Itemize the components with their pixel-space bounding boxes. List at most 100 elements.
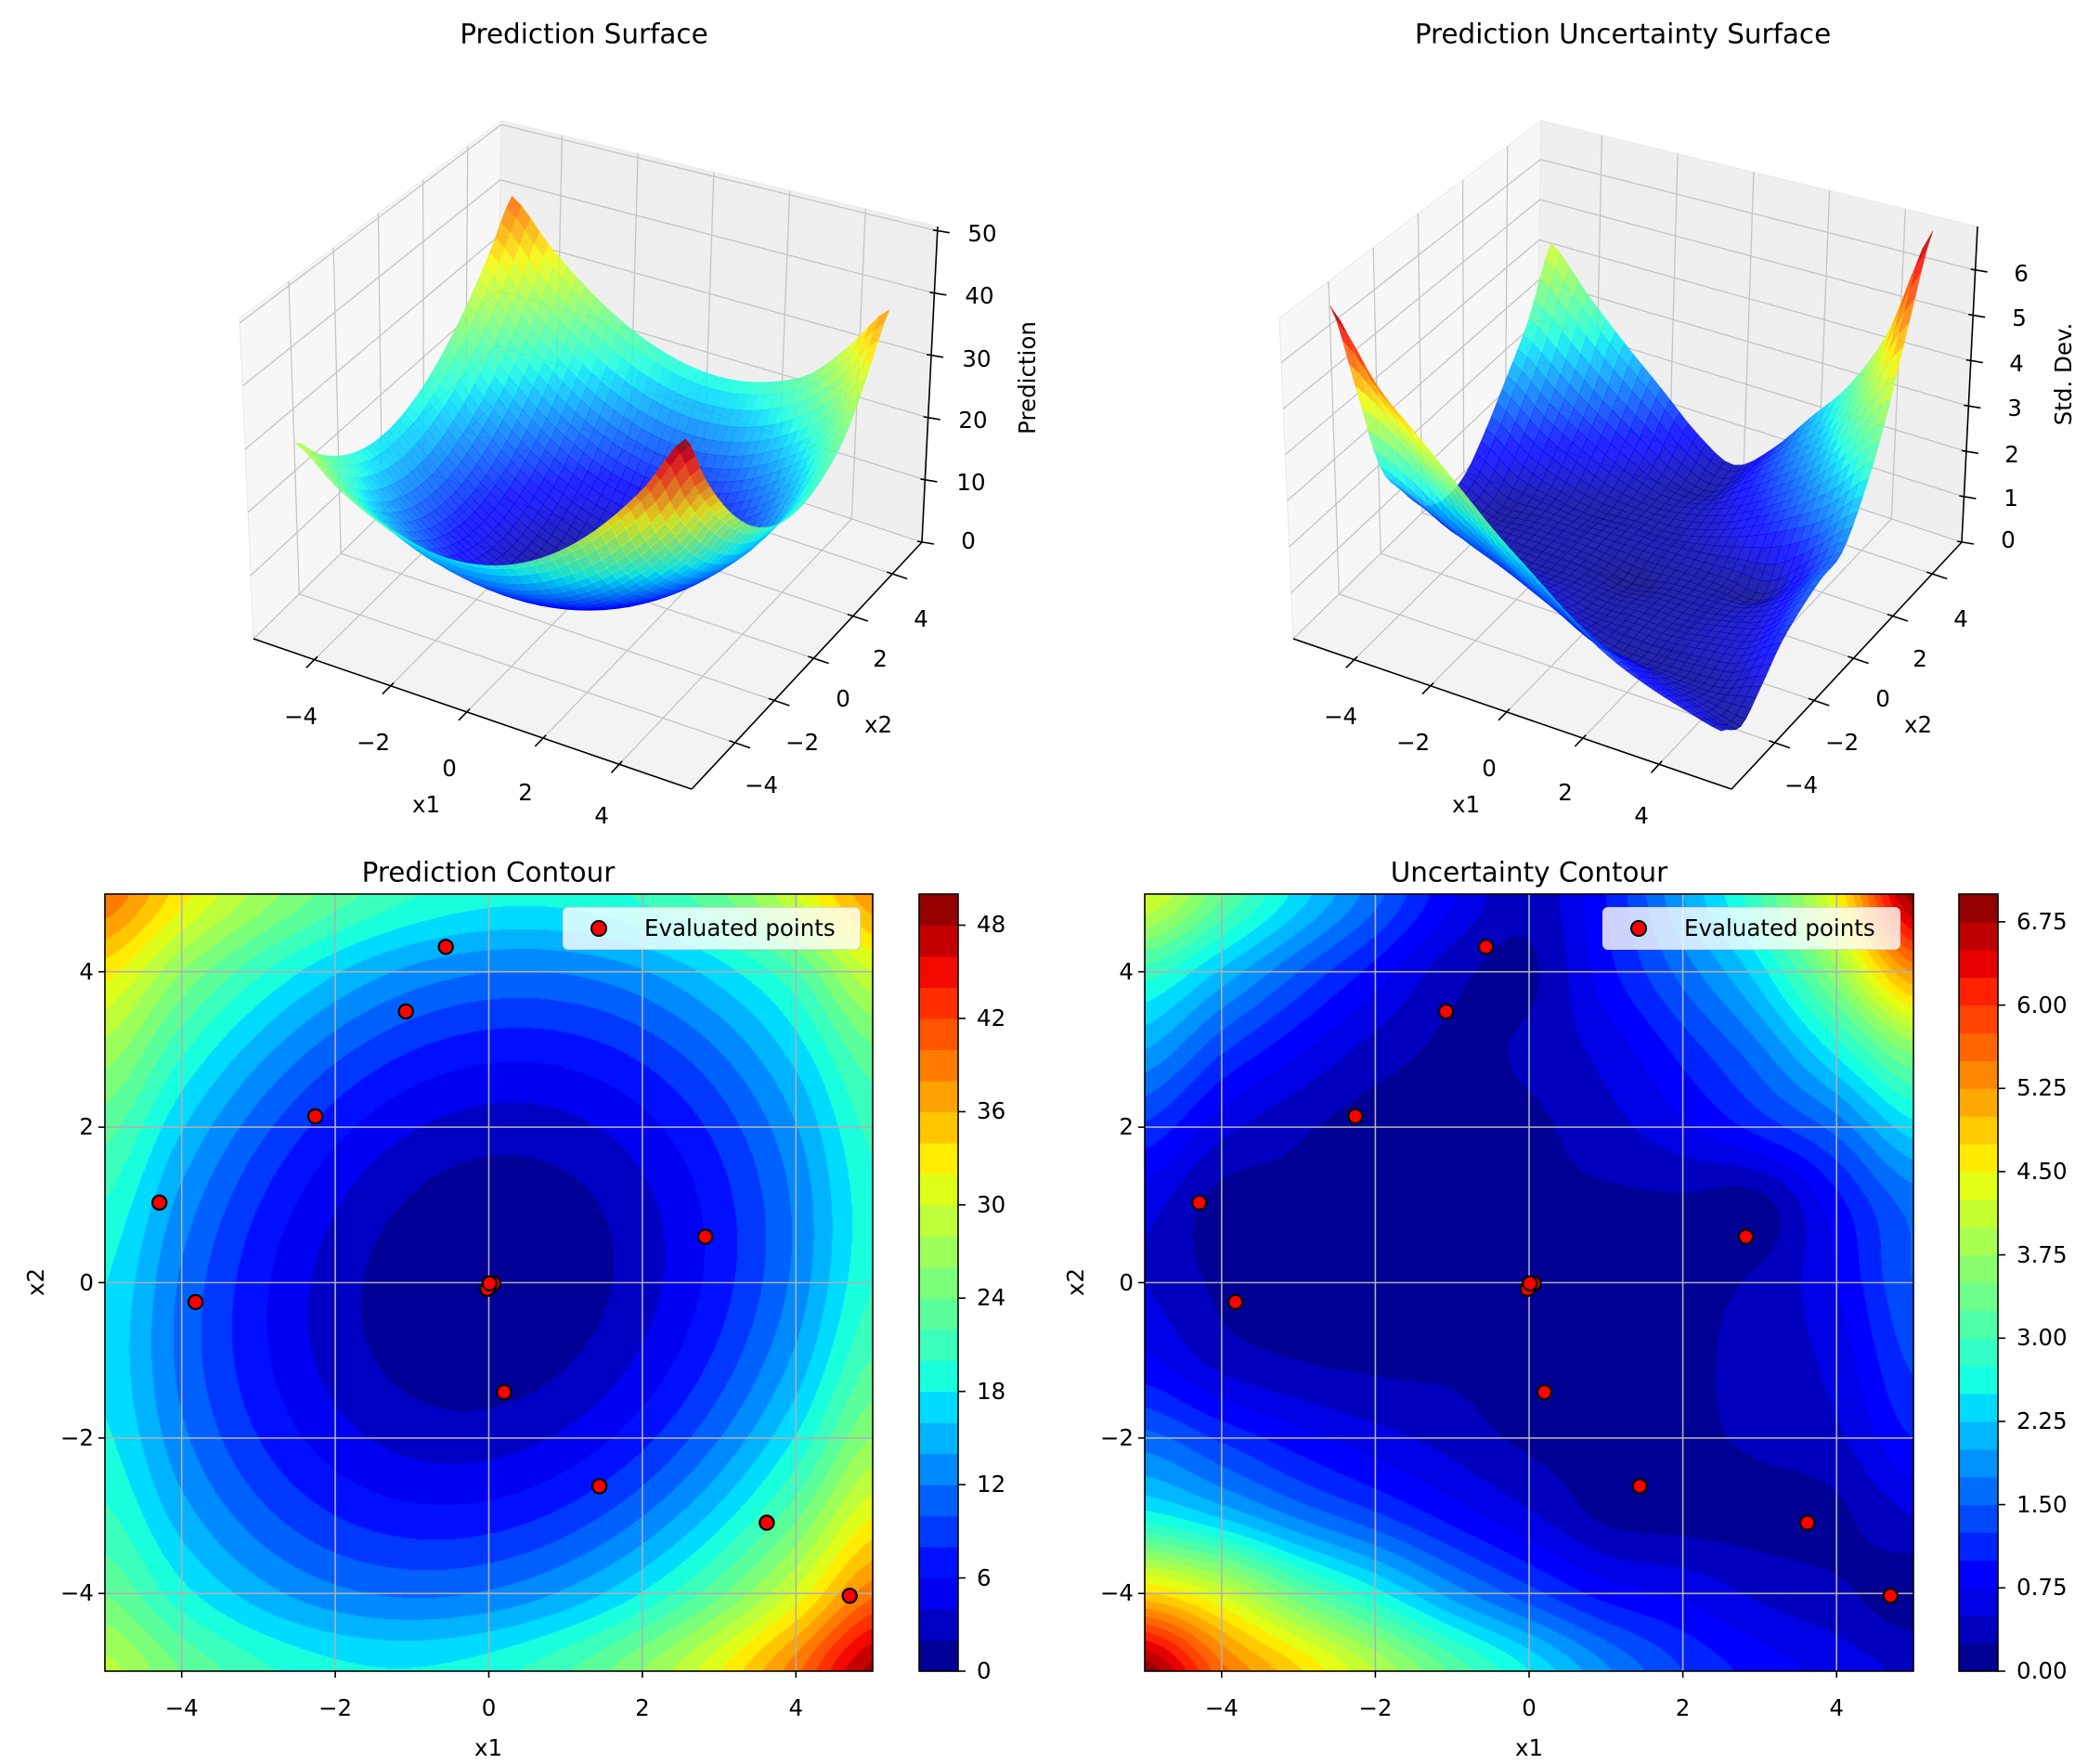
x-axis-label: x1 — [473, 1733, 503, 1761]
left-pane-gridline — [241, 179, 501, 387]
evaluated-point — [496, 1383, 512, 1401]
evaluated-point — [437, 939, 454, 955]
floor-gridline — [618, 518, 852, 765]
colorbar-tick-label: 18 — [977, 1377, 1006, 1405]
colorbar-band — [1959, 1643, 1998, 1672]
prediction-contour-title: Prediction Contour — [361, 856, 616, 888]
colorbar-band — [919, 1329, 958, 1361]
x-tick-label: 2 — [1675, 1693, 1691, 1721]
x1-tick-label: 0 — [1482, 754, 1497, 782]
x1-tick-label: −2 — [356, 728, 391, 756]
colorbar-band — [1959, 1171, 1998, 1200]
evaluated-point — [1798, 1514, 1816, 1531]
z-tick-label: 50 — [967, 219, 997, 247]
colorbar-band — [919, 1453, 958, 1485]
colorbar-band — [919, 1111, 958, 1144]
x1-tick-label: 0 — [442, 754, 457, 782]
colorbar-band — [919, 1640, 958, 1672]
colorbar-band — [919, 1080, 958, 1112]
colorbar-band — [919, 925, 958, 957]
colorbar-band — [1959, 1254, 1998, 1284]
colorbar-band — [1959, 921, 1998, 951]
colorbar-band — [1959, 1032, 1998, 1061]
colorbar-tick-label: 4.50 — [2017, 1157, 2068, 1185]
evaluated-points — [1191, 939, 1899, 1604]
colorbar-band — [919, 955, 958, 989]
colorbar-band — [919, 1236, 958, 1268]
colorbar-band — [1959, 977, 1998, 1006]
x-tick-label: 0 — [1522, 1693, 1537, 1721]
z-axis-label: Std. Dev. — [2049, 322, 2077, 426]
evaluated-point — [187, 1293, 204, 1311]
colorbar-band — [919, 1577, 958, 1610]
colorbar-band — [919, 1422, 958, 1455]
y-tick-label: 4 — [1119, 957, 1134, 985]
evaluated-point — [1882, 1588, 1899, 1604]
colorbar-band — [1959, 1394, 1998, 1422]
colorbar-band — [919, 894, 958, 927]
colorbar-band — [919, 1485, 958, 1517]
colorbar-band — [919, 1547, 958, 1579]
colorbar — [918, 893, 959, 1672]
colorbar-band — [919, 1266, 958, 1299]
y-axis-label: x2 — [1061, 1267, 1089, 1297]
z-tick-label: 6 — [2014, 259, 2029, 287]
colorbar-band — [919, 1360, 958, 1393]
colorbar-band — [919, 987, 958, 1019]
x1-tick-label: 4 — [594, 801, 609, 829]
colorbar-tick-label: 12 — [977, 1470, 1006, 1498]
y-axis-label: x2 — [21, 1267, 49, 1297]
evaluated-point — [841, 1588, 858, 1604]
evaluated-point — [590, 1478, 608, 1495]
evaluated-point — [1191, 1194, 1208, 1212]
colorbar-band — [1959, 1088, 1998, 1117]
colorbar-band — [1959, 1226, 1998, 1256]
legend-marker-icon — [1630, 920, 1647, 937]
colorbar-band — [919, 1515, 958, 1548]
y-tick-label: −2 — [59, 1423, 94, 1451]
x1-tick-label: −4 — [1323, 702, 1358, 730]
colorbar-tick-label: 0.00 — [2017, 1656, 2068, 1684]
evaluated-point — [1437, 1003, 1455, 1020]
left-pane-gridline — [239, 123, 502, 324]
legend-label: Evaluated points — [644, 914, 836, 941]
x2-tick-label: −2 — [785, 728, 820, 756]
back-pane-gridline — [499, 234, 932, 357]
y-tick-label: −4 — [59, 1579, 94, 1607]
legend: Evaluated points — [1602, 907, 1900, 950]
evaluated-point — [1737, 1228, 1755, 1245]
z-tick-label: 0 — [2001, 525, 2016, 553]
x-axis-label: x1 — [1514, 1733, 1544, 1761]
y-tick-label: 0 — [79, 1268, 94, 1296]
colorbar-band — [1959, 1560, 1998, 1589]
x1-tick-label: 2 — [518, 778, 533, 806]
x2-tick-label: 4 — [914, 604, 928, 632]
colorbar-tick-label: 0.75 — [2017, 1574, 2068, 1602]
y-tick-label: 0 — [1119, 1268, 1134, 1296]
colorbar-band — [1959, 1116, 1998, 1145]
z-tick-label: 20 — [958, 406, 988, 434]
colorbar-band — [1959, 1420, 1998, 1450]
evaluated-point — [1477, 939, 1495, 955]
uncertainty-contour-title: Uncertainty Contour — [1390, 856, 1668, 888]
colorbar-band — [1959, 1366, 1998, 1394]
colorbar-band — [1959, 1199, 1998, 1228]
y-tick-label: 2 — [79, 1112, 94, 1140]
colorbar-tick-label: 42 — [977, 1004, 1006, 1031]
colorbar-band — [919, 1049, 958, 1082]
evaluated-point — [1536, 1383, 1553, 1401]
x2-tick-label: 0 — [836, 684, 850, 712]
evaluated-points — [150, 939, 858, 1604]
evaluated-point — [1226, 1293, 1244, 1311]
colorbar-tick-label: 30 — [977, 1190, 1006, 1218]
z-tick-label: 1 — [2004, 484, 2018, 512]
evaluated-point — [1522, 1275, 1538, 1292]
colorbar-band — [919, 1204, 958, 1237]
colorbar-band — [919, 1142, 958, 1174]
colorbar-band — [1959, 1310, 1998, 1339]
colorbar-band — [1959, 1282, 1998, 1311]
evaluated-point — [1347, 1108, 1364, 1125]
x1-tick-label: −4 — [283, 702, 318, 730]
colorbar — [1958, 893, 1999, 1672]
